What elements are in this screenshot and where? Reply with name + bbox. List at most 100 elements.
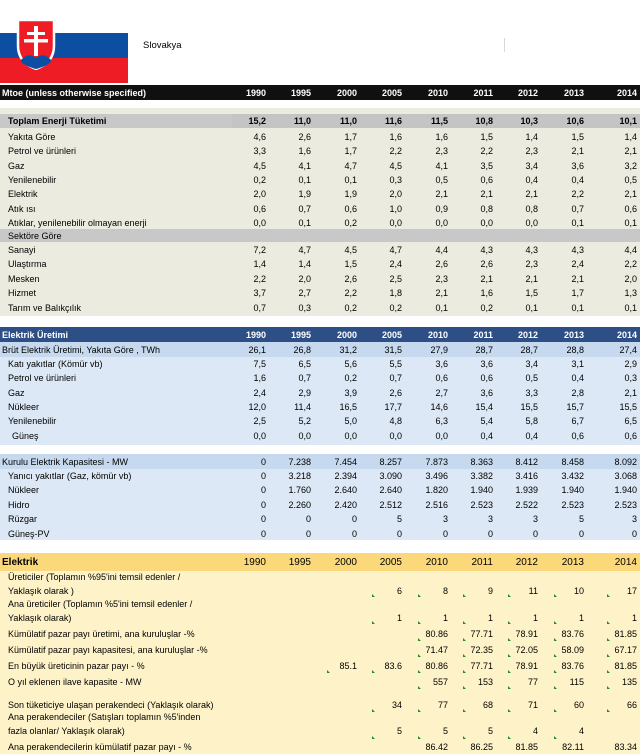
table-cell: 7,5 <box>253 359 266 369</box>
table-cell: 2,1 <box>624 146 637 157</box>
table-cell: 0,0 <box>344 430 357 441</box>
table-cell: 2014 <box>616 329 637 340</box>
cell-note-marker-icon <box>463 709 466 712</box>
cell-note-marker-icon <box>554 594 557 597</box>
row-label: Rüzgar <box>8 514 38 525</box>
table-cell: 3.218 <box>288 471 311 481</box>
table-cell: 27,9 <box>430 344 448 355</box>
table-cell: 2,2 <box>480 146 493 157</box>
table-cell: 2011 <box>473 87 493 98</box>
table-cell: 0,3 <box>624 373 637 384</box>
table-cell: 0,2 <box>389 302 402 313</box>
table-cell: 2,1 <box>571 146 584 157</box>
table-cell: 3,3 <box>253 146 266 157</box>
table-cell: 0,1 <box>571 302 584 313</box>
table-cell: 2,9 <box>624 359 637 369</box>
row-label: Ana perakendecilerin kümülatif pazar pay… <box>8 742 192 752</box>
table-cell: 1,6 <box>389 132 402 142</box>
cell-note-marker-icon <box>508 709 511 712</box>
table-cell: 7.238 <box>288 456 311 467</box>
table-cell: 0,4 <box>525 174 538 185</box>
table-cell: 1995 <box>290 329 311 340</box>
table-cell: 2013 <box>563 87 584 98</box>
table-cell: 4,7 <box>389 245 402 255</box>
row-label: Elektrik <box>2 556 39 568</box>
table-cell: 1 <box>487 613 493 623</box>
table-cell: 3 <box>532 514 538 525</box>
table-cell: 0,2 <box>344 217 357 228</box>
table-cell: 5,2 <box>298 416 311 427</box>
table-cell: 5,0 <box>344 416 357 427</box>
table-cell: 0,0 <box>525 217 538 228</box>
table-cell: 3.068 <box>614 471 637 481</box>
table-cell: 0,2 <box>480 302 493 313</box>
generation-row: Gaz 2,4 2,9 3,9 2,6 2,7 3,6 3,3 2,8 2,1 <box>0 386 640 400</box>
cell-note-marker-icon <box>508 686 511 689</box>
row-label: Mtoe (unless otherwise specified) <box>2 87 147 98</box>
table-cell: 7.454 <box>334 456 357 467</box>
row-label: fazla olanlar/ Yaklaşık olarak) <box>8 726 125 736</box>
table-cell: 86.25 <box>470 742 493 752</box>
table-cell: 0 <box>442 528 448 539</box>
table-cell: 6,5 <box>624 416 637 427</box>
table-cell: 1990 <box>245 87 266 98</box>
cell-note-marker-icon <box>463 594 466 597</box>
table-cell: 1 <box>442 613 448 623</box>
table-cell: 3,4 <box>525 359 538 369</box>
cell-note-marker-icon <box>554 670 557 673</box>
table-cell: 1,5 <box>571 132 584 142</box>
table-cell: 0,1 <box>435 302 448 313</box>
table-cell: 66 <box>626 700 637 710</box>
table-cell: 71 <box>527 700 538 710</box>
table-cell: 3,7 <box>253 288 266 299</box>
market-header-row: Elektrik 1990 1995 2000 2005 2010 2011 2012 2013… <box>0 553 640 571</box>
table-cell: 2,1 <box>480 189 493 200</box>
table-cell: 2,1 <box>624 189 637 200</box>
table-cell: 0,4 <box>480 430 493 441</box>
table-cell: 0,5 <box>435 174 448 185</box>
row-label: Toplam Enerji Tüketimi <box>8 116 107 126</box>
table-cell: 2011 <box>471 556 493 568</box>
table-cell: 60 <box>573 700 584 710</box>
table-cell: 5 <box>442 726 448 736</box>
generation-row: Petrol ve ürünleri 1,6 0,7 0,2 0,7 0,6 0,6 0,5 0… <box>0 371 640 385</box>
table-cell: 2,4 <box>571 259 584 270</box>
table-cell: 2012 <box>515 556 538 568</box>
table-cell: 2,7 <box>435 387 448 398</box>
cell-note-marker-icon <box>463 638 466 641</box>
table-cell: 0 <box>351 528 357 539</box>
table-cell: 2,4 <box>253 387 266 398</box>
table-cell: 3.496 <box>425 471 448 481</box>
row-label: Kurulu Elektrik Kapasitesi - MW <box>2 456 129 467</box>
cell-note-marker-icon <box>554 654 557 657</box>
row-label: O yıl eklenen ilave kapasite - MW <box>8 677 142 687</box>
table-cell: 4,8 <box>389 416 402 427</box>
table-cell: 0,7 <box>298 373 311 384</box>
table-cell: 2014 <box>614 556 637 568</box>
table-cell: 0,1 <box>525 302 538 313</box>
cell-note-marker-icon <box>508 654 511 657</box>
retailers-row: Son tüketiciye ulaşan perakendeci (Yakla… <box>0 698 640 712</box>
market-row: O yıl eklenen ilave kapasite - MW 557 153 7… <box>0 675 640 689</box>
table-cell: 81.85 <box>515 742 538 752</box>
coat-of-arms-icon <box>16 18 56 70</box>
table-cell: 10,6 <box>566 116 584 126</box>
table-cell: 15,5 <box>619 401 637 412</box>
table-cell: 0,1 <box>624 302 637 313</box>
row-label: Petrol ve ürünleri <box>8 146 77 157</box>
table-cell: 4,3 <box>480 245 493 255</box>
table-cell: 78.91 <box>515 661 538 671</box>
row-label: Üreticiler (Toplamın %95'ini temsil eden… <box>8 572 181 582</box>
table-cell: 3 <box>487 514 493 525</box>
table-cell: 3,6 <box>435 359 448 369</box>
table-cell: 72.35 <box>470 645 493 655</box>
table-cell: 1990 <box>243 556 266 568</box>
table-cell: 0,2 <box>253 174 266 185</box>
table-cell: 81.85 <box>614 661 637 671</box>
table-cell: 1 <box>532 613 538 623</box>
table-cell: 16,5 <box>339 401 357 412</box>
table-cell: 1,4 <box>624 132 637 142</box>
table-cell: 83.76 <box>561 629 584 639</box>
row-label: Mesken <box>8 273 40 284</box>
table-cell: 0,6 <box>344 203 357 214</box>
